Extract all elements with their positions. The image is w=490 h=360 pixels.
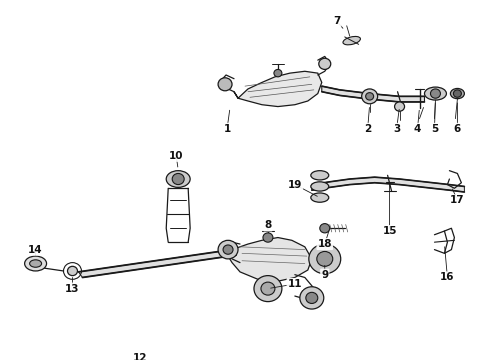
Circle shape [263,233,273,242]
Text: 15: 15 [382,226,397,236]
Text: 19: 19 [288,180,302,190]
Text: 3: 3 [393,124,400,134]
Polygon shape [234,71,322,107]
Text: 8: 8 [264,220,271,230]
Circle shape [274,69,282,77]
Circle shape [218,240,238,259]
Text: 5: 5 [431,124,438,134]
Text: 11: 11 [288,279,302,289]
Ellipse shape [29,260,42,267]
Circle shape [431,89,441,98]
Polygon shape [78,249,236,278]
Circle shape [319,58,331,69]
Text: 1: 1 [223,124,231,134]
Text: 2: 2 [364,124,371,134]
Text: 6: 6 [454,124,461,134]
Ellipse shape [343,36,361,45]
Circle shape [317,252,333,266]
Ellipse shape [450,89,465,99]
Text: 9: 9 [321,270,328,280]
Ellipse shape [24,256,47,271]
Text: 17: 17 [450,195,465,206]
Polygon shape [312,177,465,192]
Circle shape [362,89,378,104]
Text: 12: 12 [133,353,147,360]
Ellipse shape [311,193,329,202]
Ellipse shape [424,87,446,100]
Ellipse shape [311,182,329,191]
Polygon shape [228,238,312,281]
Text: 7: 7 [333,16,341,26]
Circle shape [172,174,184,185]
Text: 10: 10 [169,151,183,161]
Circle shape [254,276,282,302]
Text: 14: 14 [28,244,43,255]
Circle shape [309,244,341,274]
Circle shape [306,292,318,303]
Circle shape [68,266,77,276]
Circle shape [300,287,324,309]
Text: 13: 13 [65,284,80,294]
Text: 4: 4 [414,124,421,134]
Text: 18: 18 [318,239,332,249]
Circle shape [223,245,233,254]
Circle shape [453,90,462,97]
Circle shape [261,282,275,295]
Text: 16: 16 [440,273,455,283]
Circle shape [320,224,330,233]
Circle shape [218,78,232,91]
Ellipse shape [311,171,329,180]
Circle shape [394,102,405,111]
Circle shape [366,93,374,100]
Polygon shape [322,86,424,102]
Ellipse shape [166,171,190,187]
